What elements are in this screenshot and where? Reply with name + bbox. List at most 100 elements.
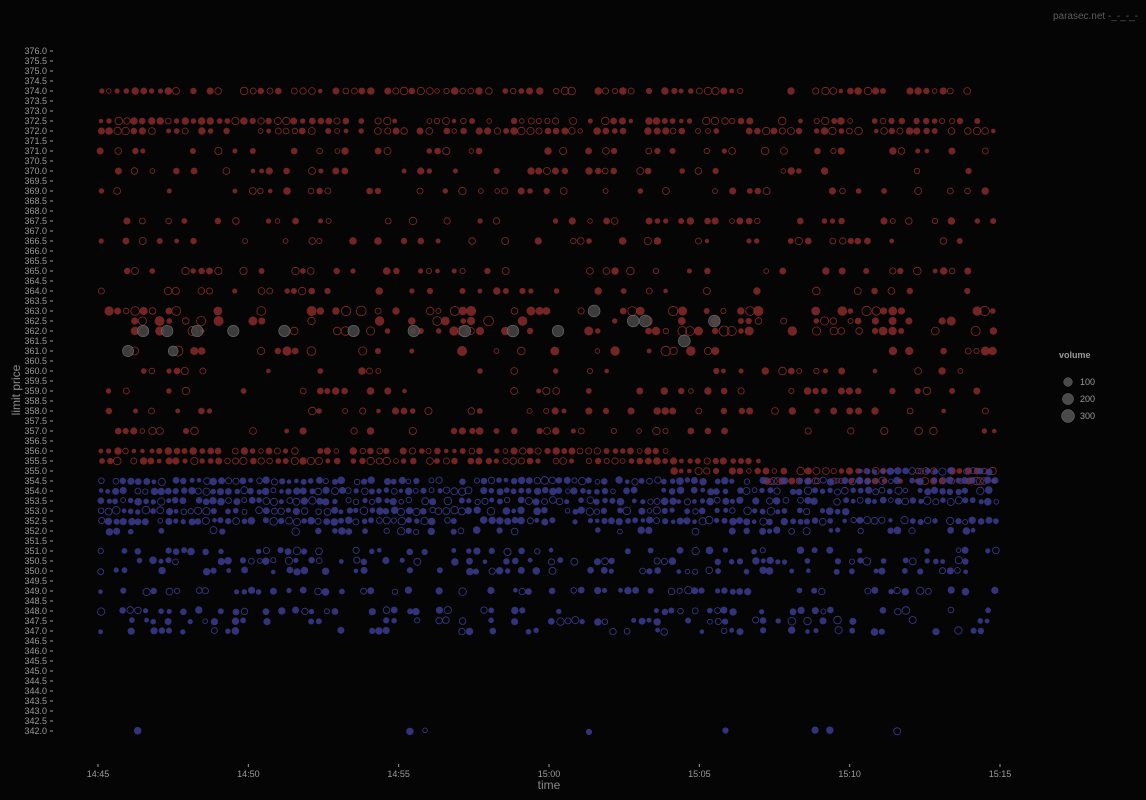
bid-order-mark: [864, 587, 872, 595]
ask-order-mark: [174, 238, 180, 244]
ask-order-mark: [610, 167, 617, 175]
bid-order-mark: [279, 478, 286, 485]
x-tick-label: 14:55: [387, 769, 410, 779]
ask-order-mark: [426, 168, 433, 174]
bid-order-mark: [940, 497, 946, 503]
ask-order-mark: [332, 87, 340, 95]
ask-order-mark: [964, 347, 972, 355]
heavy-order-bubble: [137, 324, 150, 338]
ask-order-mark: [702, 116, 711, 126]
ask-order-mark: [587, 118, 593, 124]
ask-order-mark: [475, 457, 483, 465]
ask-order-mark: [981, 147, 989, 155]
bid-order-mark: [203, 568, 211, 576]
ask-order-mark: [256, 306, 267, 316]
ask-order-mark: [861, 305, 872, 317]
ask-order-mark: [432, 316, 443, 326]
y-tick-label: 351.5: [24, 536, 47, 546]
ask-order-mark: [821, 86, 830, 96]
ask-order-mark: [853, 287, 862, 295]
bid-order-mark: [300, 497, 309, 505]
bid-order-mark: [870, 516, 879, 525]
ask-order-mark: [888, 346, 898, 356]
x-tick-label: 15:15: [989, 769, 1012, 779]
bid-order-mark: [722, 547, 729, 553]
ask-order-mark: [820, 127, 829, 135]
bid-order-mark: [133, 726, 142, 735]
ask-order-mark: [905, 317, 913, 325]
y-tick-label: 346.0: [24, 646, 47, 656]
ask-order-mark: [795, 127, 803, 135]
bid-order-mark: [458, 587, 467, 596]
ask-order-mark: [535, 307, 544, 315]
bid-order-mark: [314, 517, 322, 525]
ask-order-mark: [316, 307, 325, 315]
bid-order-mark: [743, 568, 750, 575]
ask-order-mark: [535, 458, 541, 464]
bid-order-mark: [963, 468, 970, 475]
bid-order-mark: [194, 506, 203, 515]
bid-order-mark: [217, 488, 224, 496]
ask-order-mark: [408, 447, 416, 455]
ask-order-mark: [249, 148, 256, 154]
ask-order-mark: [696, 87, 703, 95]
ask-order-mark: [282, 346, 292, 356]
bid-order-mark: [918, 498, 924, 504]
ask-order-mark: [156, 117, 164, 125]
ask-order-mark: [711, 327, 719, 335]
ask-order-mark: [425, 447, 432, 454]
ask-order-mark: [711, 87, 720, 96]
ask-order-mark: [678, 218, 685, 224]
bid-order-mark: [466, 548, 472, 554]
bid-order-mark: [195, 587, 203, 594]
bid-order-mark: [450, 518, 457, 524]
ask-order-mark: [477, 218, 483, 224]
ask-order-mark: [704, 427, 712, 435]
ask-order-mark: [871, 118, 878, 124]
bid-order-mark: [150, 587, 157, 595]
ask-order-mark: [282, 116, 291, 126]
bid-order-mark: [977, 518, 985, 525]
ask-order-mark: [837, 387, 845, 395]
y-tick-label: 353.5: [24, 496, 47, 506]
ask-order-mark: [898, 117, 905, 125]
bid-order-mark: [570, 587, 577, 594]
ask-order-mark: [493, 458, 499, 464]
ask-order-mark: [290, 326, 299, 336]
ask-order-mark: [872, 477, 879, 485]
ask-order-mark: [436, 328, 442, 334]
bid-order-mark: [878, 486, 886, 494]
ask-order-mark: [443, 127, 451, 135]
ask-order-mark: [258, 317, 266, 325]
ask-order-mark: [122, 387, 130, 395]
bid-order-mark: [534, 518, 540, 523]
ask-order-mark: [729, 218, 735, 224]
ask-order-mark: [754, 238, 760, 244]
ask-order-mark: [366, 387, 375, 395]
bid-order-mark: [938, 467, 947, 476]
ask-order-mark: [754, 467, 761, 475]
ask-order-mark: [113, 187, 121, 195]
y-tick-label: 354.5: [24, 476, 47, 486]
y-tick-label: 348.5: [24, 596, 47, 606]
ask-order-mark: [939, 118, 946, 125]
bid-order-mark: [796, 477, 803, 484]
bid-order-mark: [631, 498, 637, 504]
bid-order-mark: [668, 488, 676, 495]
bid-order-mark: [618, 587, 623, 593]
ask-order-mark: [138, 237, 147, 245]
ask-order-mark: [931, 128, 938, 134]
bid-order-mark: [172, 488, 179, 495]
y-tick-label: 350.5: [24, 556, 47, 566]
bid-order-mark: [413, 529, 420, 536]
ask-order-mark: [686, 217, 695, 225]
y-tick-label: 367.0: [24, 226, 47, 236]
bid-order-mark: [128, 517, 136, 526]
ask-order-mark: [459, 267, 466, 274]
bid-order-mark: [291, 527, 300, 536]
ask-order-mark: [156, 447, 163, 455]
ask-order-mark: [897, 267, 904, 275]
y-tick-label: 352.5: [24, 516, 47, 526]
ask-order-mark: [375, 287, 384, 295]
ask-order-mark: [906, 407, 914, 415]
